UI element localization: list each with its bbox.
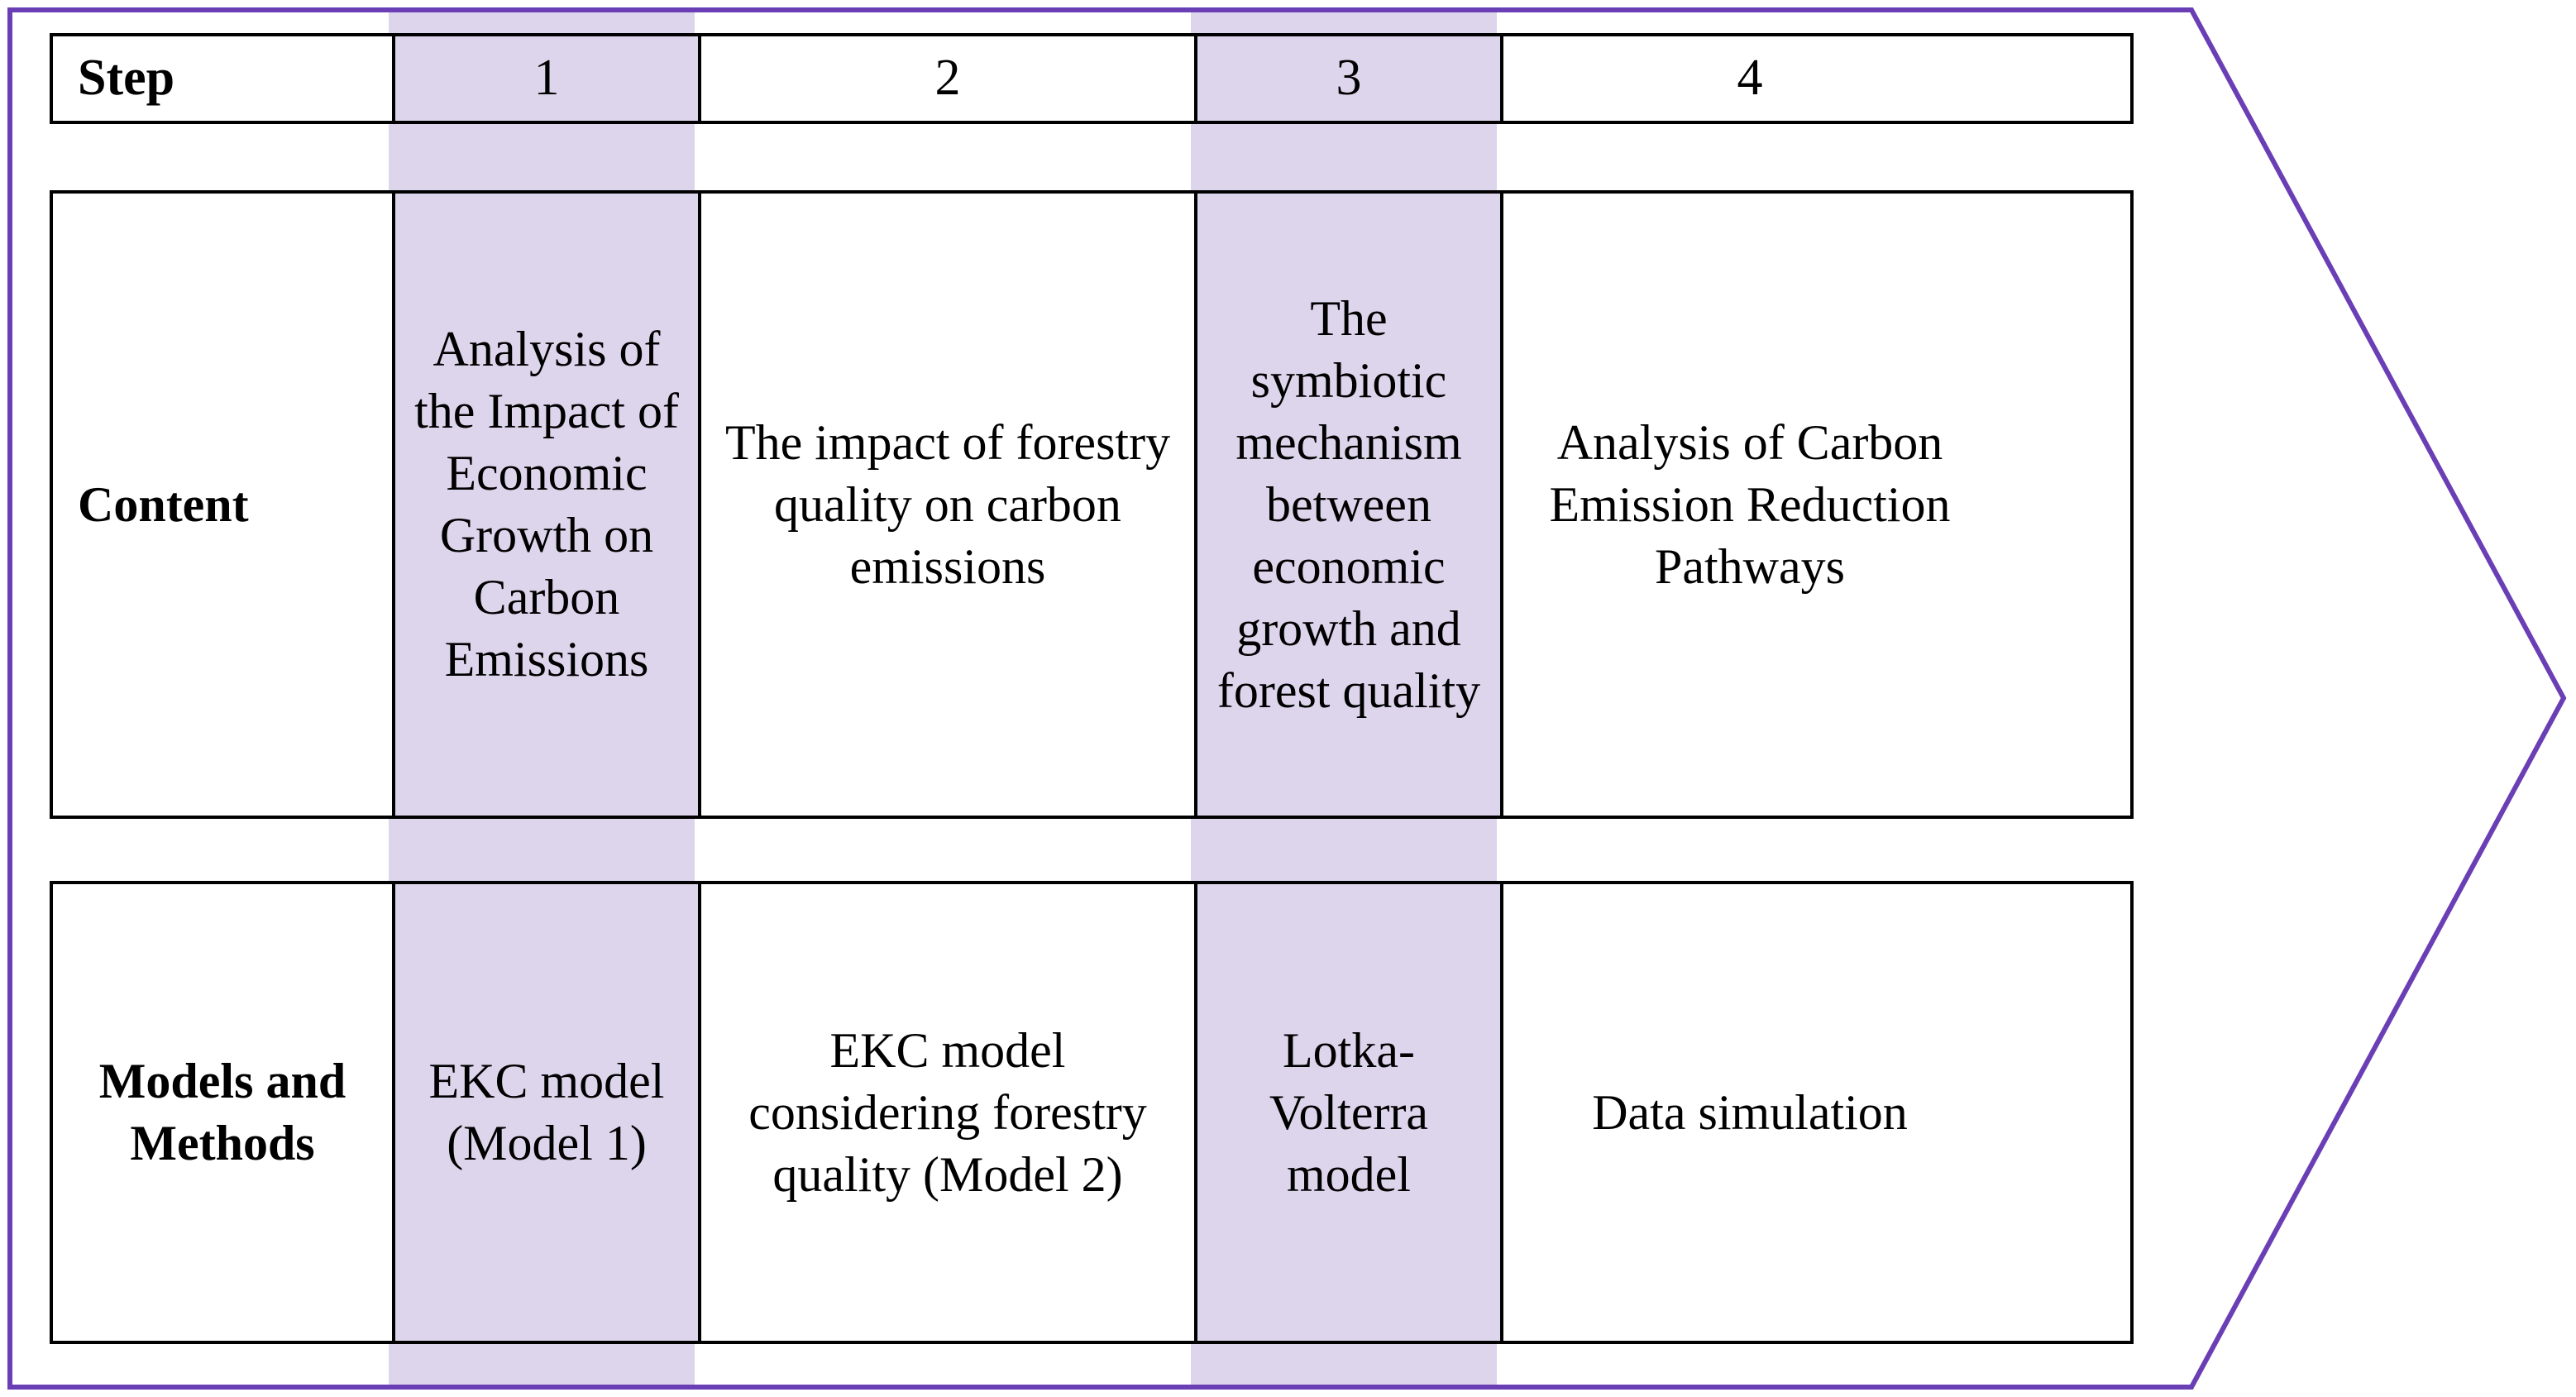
chevron-polygon — [10, 10, 2564, 1387]
diagram-stage: Step 1 2 3 4 Content Analysis of the Imp… — [0, 0, 2576, 1397]
chevron-outline — [0, 0, 2576, 1397]
